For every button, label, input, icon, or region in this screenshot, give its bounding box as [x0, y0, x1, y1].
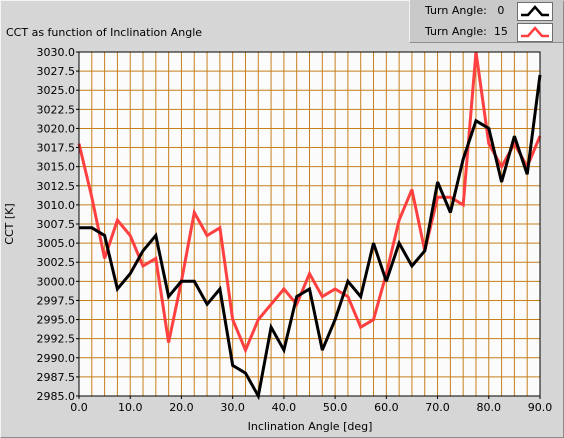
legend-line-series-1 [521, 26, 549, 38]
y-tick-label: 3027.5 [37, 65, 76, 78]
legend-label-series-0: Turn Angle: 0 [425, 4, 505, 17]
x-tick-label: 70.0 [425, 401, 450, 414]
legend-item-series-1[interactable]: Turn Angle: 15 [410, 22, 563, 42]
y-tick-label: 3025.0 [37, 84, 76, 97]
y-axis-ticks: 2985.0 2987.5 2990.0 2992.5 2995.0 2997.5 3000… [37, 46, 79, 403]
series-line-1 [77, 51, 542, 354]
legend-swatch-series-0 [517, 2, 553, 21]
y-tick-label: 3017.5 [37, 142, 76, 155]
legend-swatch-series-1 [517, 23, 553, 42]
series-line-0 [79, 74, 542, 401]
x-tick-label: 60.0 [374, 401, 399, 414]
y-tick-label: 3010.0 [37, 199, 76, 212]
y-tick-label: 3020.0 [37, 122, 76, 135]
x-tick-label: 10.0 [118, 401, 143, 414]
y-tick-label: 2990.0 [37, 352, 76, 365]
legend-line-series-0 [521, 5, 549, 17]
legend-label-series-1: Turn Angle: 15 [425, 25, 508, 38]
y-tick-label: 3007.5 [37, 218, 76, 231]
y-tick-label: 3012.5 [37, 180, 76, 193]
x-tick-label: 40.0 [272, 401, 297, 414]
x-axis-ticks: 0.0 10.0 20.0 30.0 40.0 50.0 60.0 70.0 80.0 90.0 [70, 396, 552, 414]
series-lines [77, 51, 542, 401]
x-tick-label: 0.0 [70, 401, 88, 414]
x-tick-label: 80.0 [477, 401, 502, 414]
y-tick-label: 2985.0 [37, 390, 76, 403]
y-tick-label: 2987.5 [37, 371, 76, 384]
y-tick-label: 3005.0 [37, 237, 76, 250]
chart-title: CCT as function of Inclination Angle [6, 26, 203, 39]
y-tick-label: 3002.5 [37, 256, 76, 269]
y-axis-label: CCT [K] [3, 203, 16, 244]
x-tick-label: 30.0 [220, 401, 245, 414]
x-axis-label: Inclination Angle [deg] [248, 420, 373, 433]
y-tick-label: 3030.0 [37, 46, 76, 59]
plot-frame [78, 51, 541, 397]
x-tick-label: 50.0 [323, 401, 348, 414]
x-tick-label: 90.0 [528, 401, 553, 414]
y-tick-label: 3000.0 [37, 275, 76, 288]
y-tick-label: 3015.0 [37, 161, 76, 174]
y-tick-label: 2997.5 [37, 294, 76, 307]
y-tick-label: 2995.0 [37, 314, 76, 327]
y-tick-label: 3022.5 [37, 103, 76, 116]
legend[interactable]: Turn Angle: 0 Turn Angle: 15 [409, 0, 563, 43]
x-tick-label: 20.0 [169, 401, 194, 414]
y-tick-label: 2992.5 [37, 333, 76, 346]
legend-item-series-0[interactable]: Turn Angle: 0 [410, 1, 563, 21]
